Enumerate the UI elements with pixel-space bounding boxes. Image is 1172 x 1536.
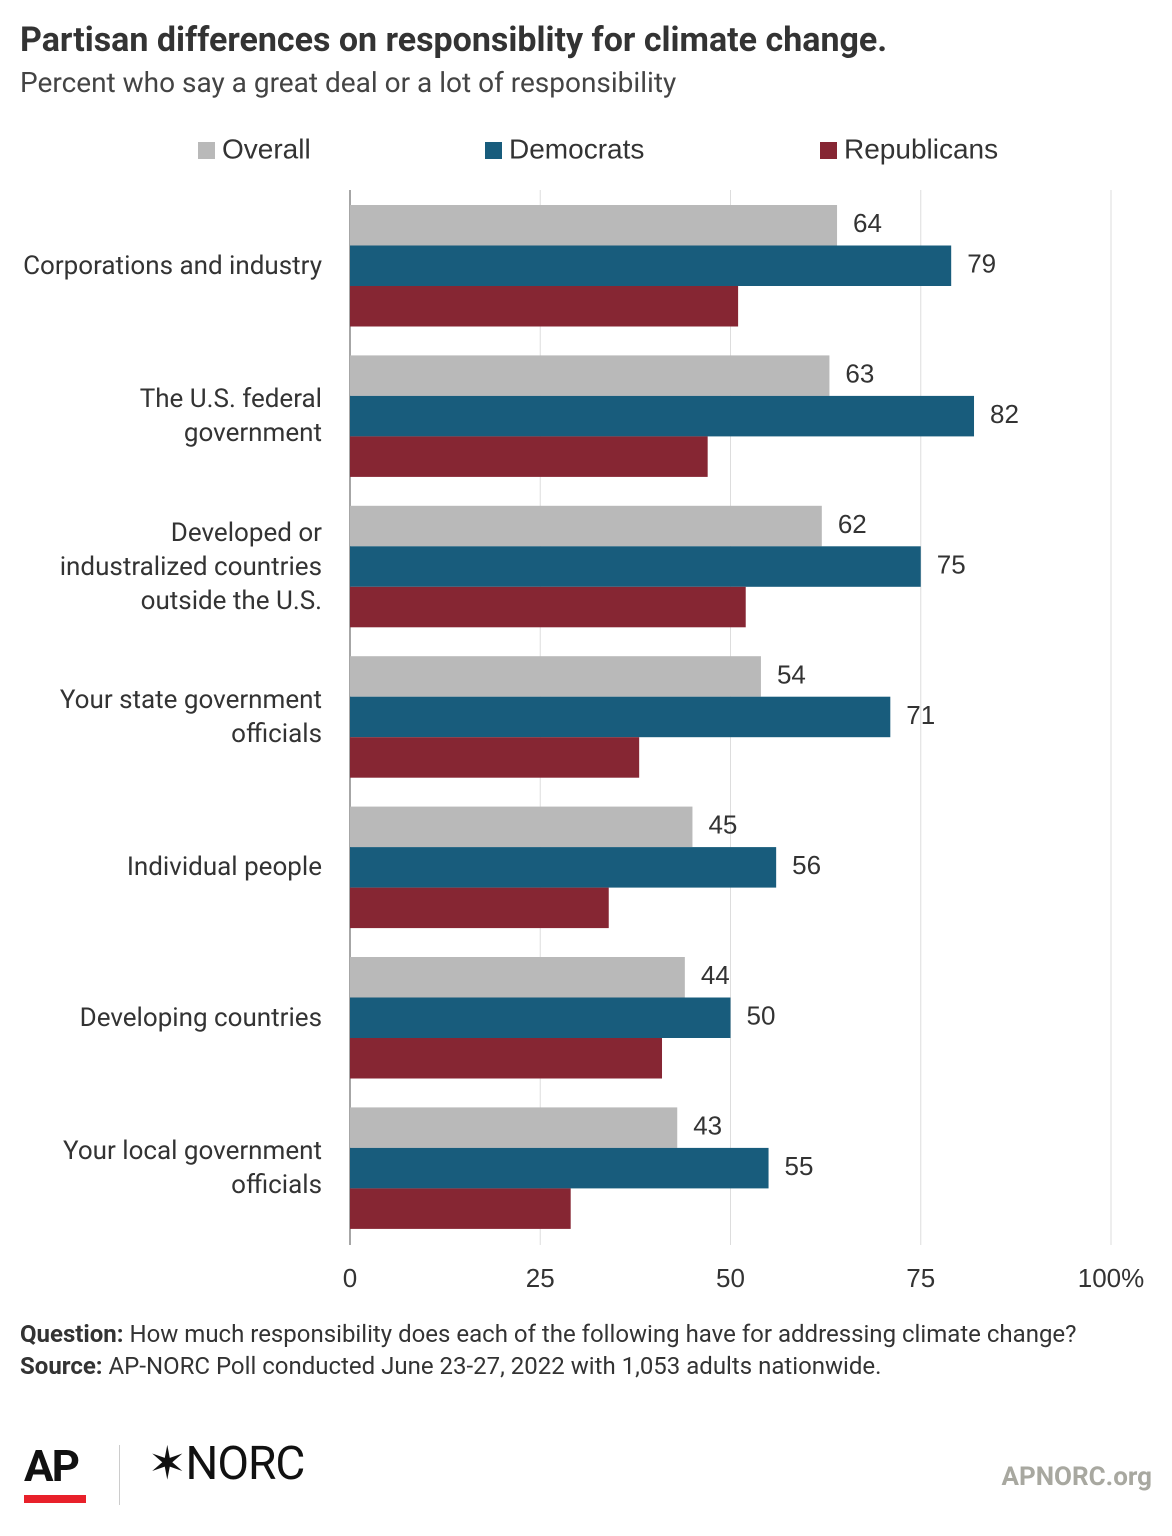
legend-label: Overall [222, 133, 311, 164]
data-label: 64 [853, 208, 882, 238]
ap-logo-bar [24, 1495, 86, 1503]
source: Source: AP-NORC Poll conducted June 23-2… [20, 1350, 1140, 1382]
bar [350, 546, 921, 587]
category-label: The U.S. federal government [139, 384, 322, 449]
data-label: 62 [838, 509, 867, 539]
data-label: 45 [708, 810, 737, 840]
category-label: Your state government officials [59, 684, 322, 749]
bar [350, 505, 822, 547]
legend-swatch [198, 142, 215, 159]
bar [350, 286, 739, 327]
data-label: 55 [785, 1151, 814, 1181]
bar [350, 806, 693, 848]
chart: 0 25 50 75 100% Overall Democrats Republicans 64… [198, 133, 1145, 1293]
norc-logo: ✶NORC [148, 1437, 305, 1491]
bar [350, 737, 640, 778]
bar [350, 696, 891, 738]
data-label: 63 [845, 359, 874, 389]
legend-swatch [820, 142, 837, 159]
bar [350, 847, 777, 888]
legend-swatch [485, 142, 502, 159]
data-label: 54 [777, 659, 806, 689]
source-label: Source: [20, 1352, 103, 1380]
data-label: 79 [967, 249, 996, 279]
site-link: APNORC.org [1001, 1462, 1152, 1492]
question-label: Question: [20, 1320, 124, 1348]
chart-subtitle: Percent who say a great deal or a lot of… [20, 66, 677, 99]
bar [350, 586, 746, 628]
category-label: Corporations and industry [23, 250, 322, 281]
x-tick-label: 50 [716, 1263, 745, 1293]
notes: Question: How much responsibility does e… [20, 1318, 1140, 1382]
bar [350, 997, 731, 1038]
legend-label: Republicans [844, 133, 998, 164]
x-tick-label: 0 [343, 1263, 357, 1293]
bar [350, 656, 761, 697]
bar [350, 436, 708, 477]
data-label: 75 [937, 549, 966, 579]
question: Question: How much responsibility does e… [20, 1318, 1140, 1350]
bar [350, 395, 975, 437]
data-label: 44 [701, 960, 730, 990]
bar [350, 1147, 769, 1189]
x-tick-label: 100% [1078, 1263, 1145, 1293]
data-label: 56 [792, 850, 821, 880]
x-tick-label: 25 [526, 1263, 555, 1293]
source-text: AP-NORC Poll conducted June 23-27, 2022 … [108, 1352, 882, 1380]
category-label: Developed or industralized countries out… [59, 517, 322, 616]
data-label: 82 [990, 399, 1019, 429]
bar [350, 205, 838, 246]
ap-logo: AP [24, 1440, 80, 1492]
category-label: Developing countries [79, 1002, 322, 1033]
category-label: Individual people [126, 852, 322, 883]
bar [350, 1107, 678, 1148]
category-label: Your local government officials [63, 1136, 322, 1201]
bar [350, 355, 830, 396]
data-label: 43 [693, 1111, 722, 1141]
data-label: 71 [906, 700, 935, 730]
bar [350, 887, 609, 929]
x-tick-label: 75 [906, 1263, 935, 1293]
question-text: How much responsibility does each of the… [129, 1320, 1077, 1348]
legend-label: Democrats [509, 133, 644, 164]
chart-title: Partisan differences on responsiblity fo… [20, 20, 888, 60]
bar [350, 1188, 571, 1229]
logo-separator [119, 1445, 120, 1505]
data-label: 50 [747, 1001, 776, 1031]
bar [350, 245, 952, 286]
bar [350, 1038, 663, 1079]
bar [350, 957, 685, 998]
